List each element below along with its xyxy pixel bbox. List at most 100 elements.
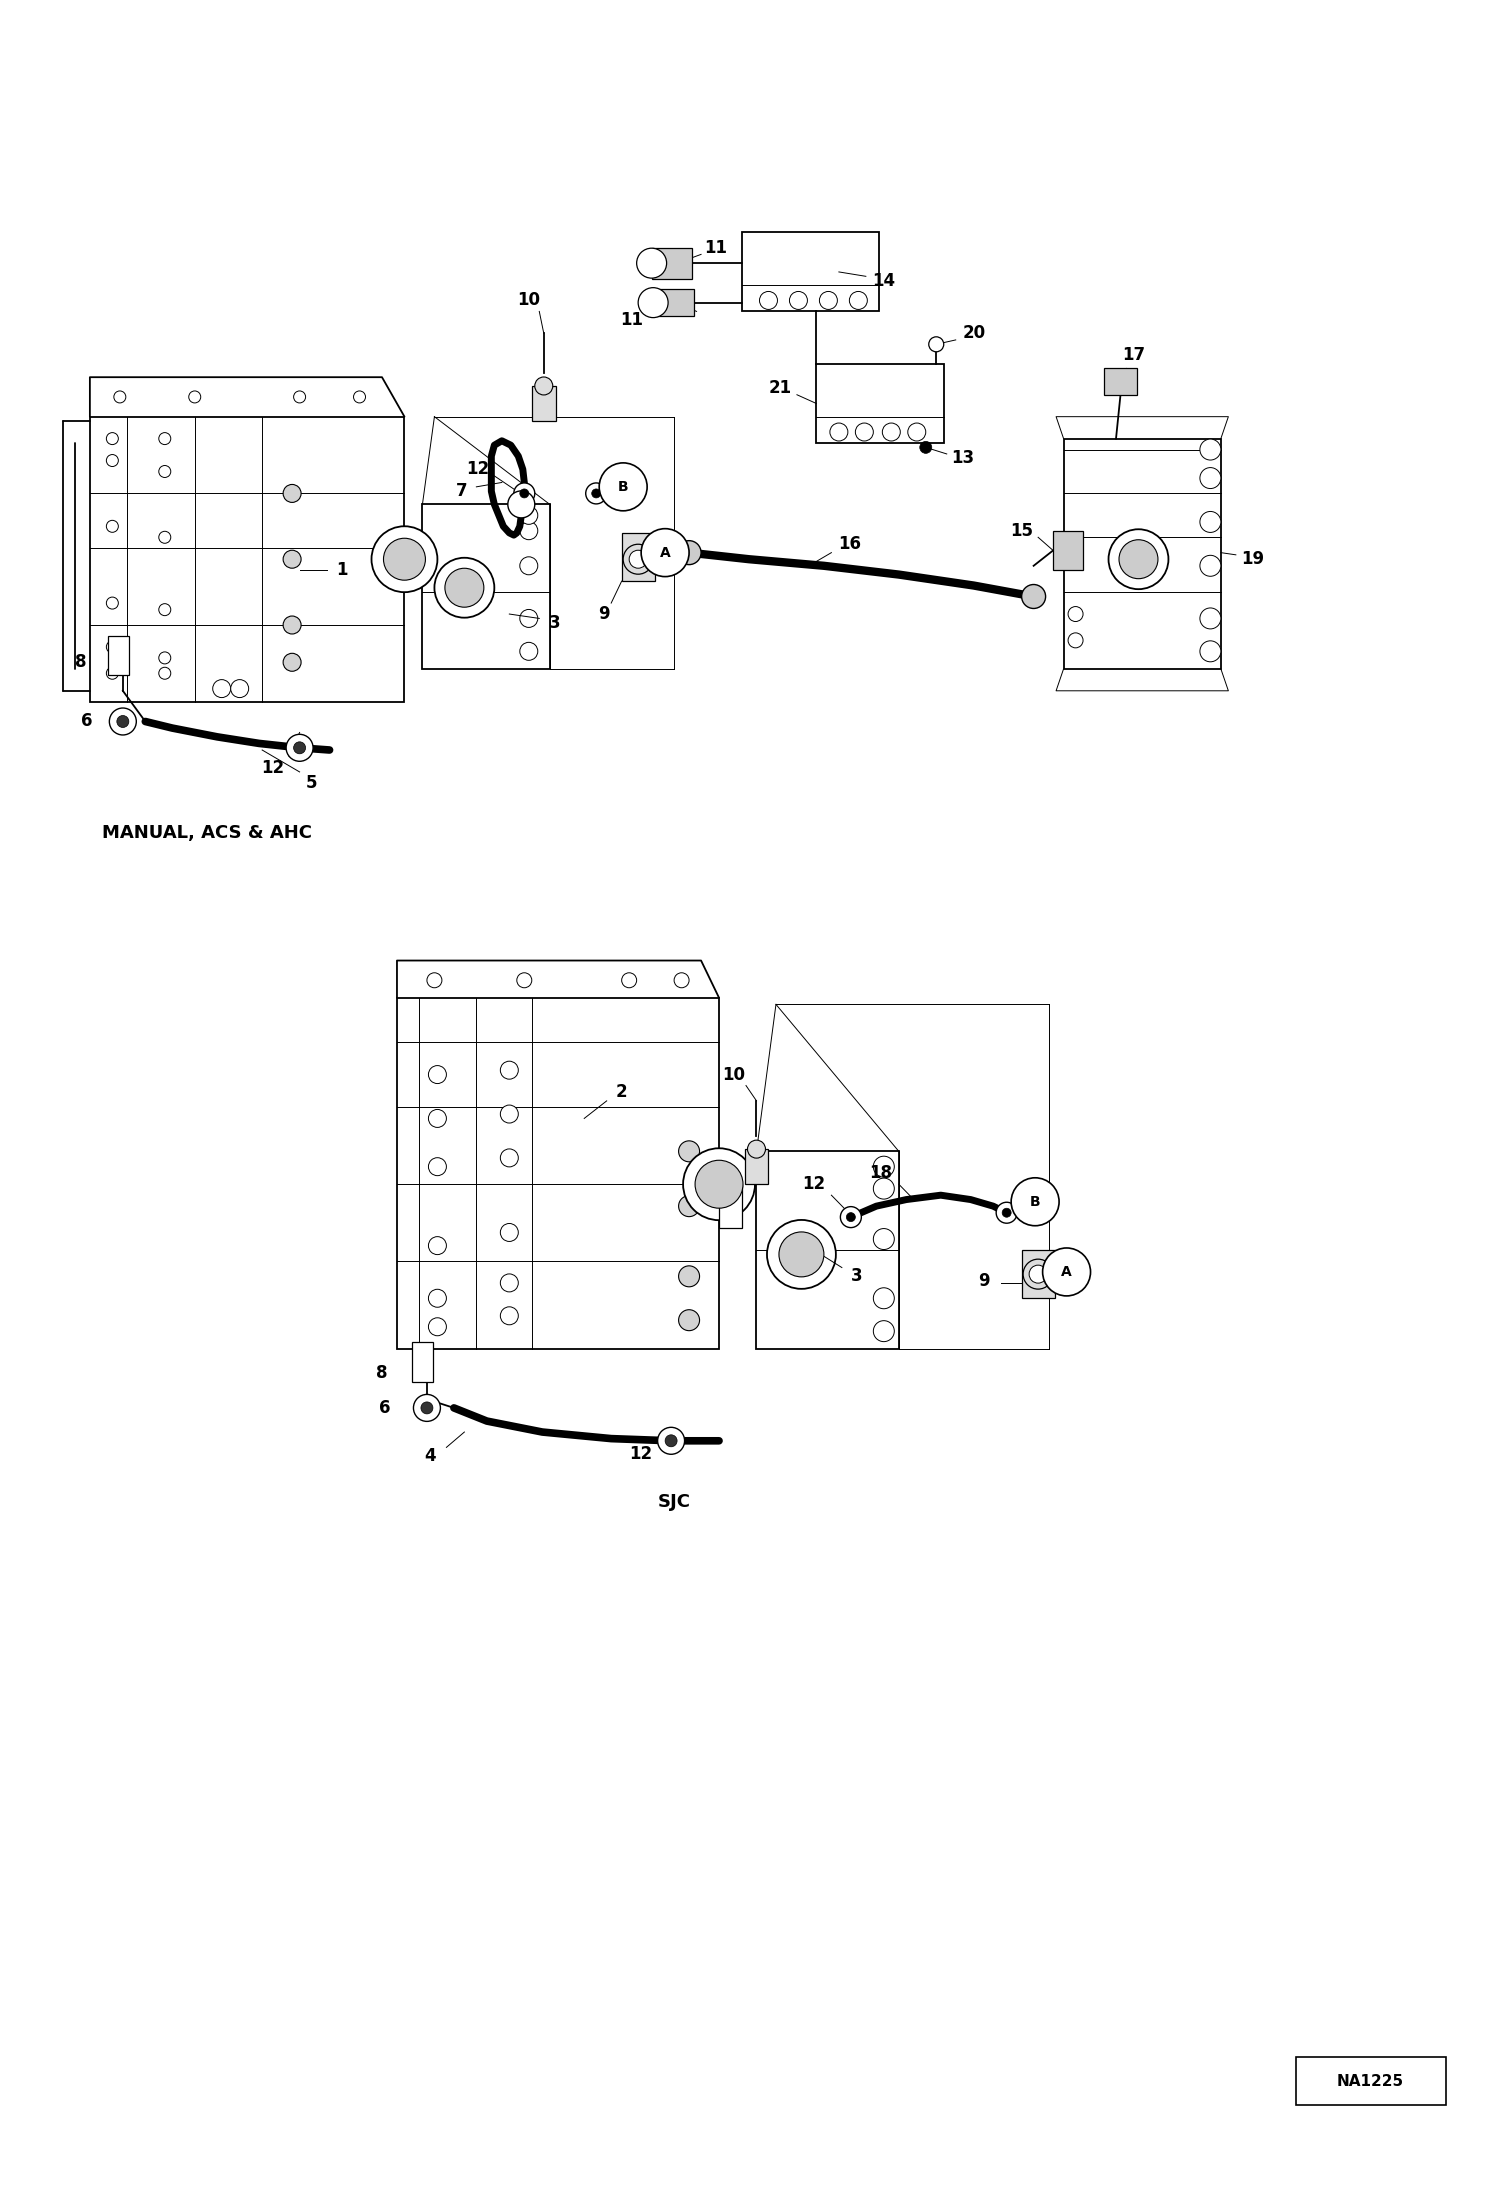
Circle shape [819,292,837,309]
Bar [532,386,556,421]
Bar [1053,531,1083,570]
Text: 17: 17 [1122,346,1146,364]
Circle shape [283,485,301,502]
Text: B: B [1029,1195,1041,1208]
Circle shape [159,651,171,664]
Circle shape [500,1061,518,1079]
Circle shape [117,715,129,728]
Bar [90,417,404,702]
Text: 6: 6 [81,713,93,730]
Text: 8: 8 [75,654,87,671]
Circle shape [427,974,442,987]
Circle shape [873,1178,894,1200]
Circle shape [1119,539,1158,579]
Circle shape [674,974,689,987]
Circle shape [189,390,201,404]
Circle shape [622,974,637,987]
Circle shape [929,338,944,351]
Circle shape [283,616,301,634]
Circle shape [520,610,538,627]
Circle shape [428,1110,446,1127]
Bar [1022,1250,1055,1298]
Circle shape [679,1195,700,1217]
Circle shape [535,377,553,395]
Circle shape [500,1274,518,1292]
Circle shape [106,454,118,467]
Text: 10: 10 [517,292,541,309]
Circle shape [586,482,607,504]
Circle shape [658,1428,685,1454]
Circle shape [114,390,126,404]
Text: 12: 12 [629,1445,653,1463]
Text: 3: 3 [548,614,560,632]
Circle shape [908,423,926,441]
Circle shape [849,292,867,309]
Text: 11: 11 [620,311,644,329]
Text: 2: 2 [616,1083,628,1101]
Circle shape [759,292,777,309]
Bar [412,1342,433,1382]
Text: 16: 16 [837,535,861,553]
Circle shape [1200,555,1221,577]
Circle shape [592,489,601,498]
Circle shape [920,441,932,454]
Circle shape [520,522,538,539]
Circle shape [434,557,494,618]
Circle shape [873,1320,894,1342]
Circle shape [159,667,171,680]
Text: 9: 9 [598,605,610,623]
Circle shape [286,735,313,761]
Text: 1: 1 [336,561,348,579]
Circle shape [882,423,900,441]
Circle shape [372,526,437,592]
Circle shape [445,568,484,607]
Circle shape [1002,1208,1011,1217]
Circle shape [109,708,136,735]
Circle shape [1068,607,1083,621]
Circle shape [846,1213,855,1222]
Circle shape [428,1066,446,1083]
Circle shape [1109,529,1168,590]
Bar [719,1184,742,1228]
Bar [816,364,944,443]
Circle shape [500,1224,518,1241]
Text: 12: 12 [261,759,285,776]
Circle shape [283,550,301,568]
Circle shape [1200,640,1221,662]
Text: A: A [659,546,671,559]
Bar [108,636,129,675]
Text: 9: 9 [978,1272,990,1289]
Text: MANUAL, ACS & AHC: MANUAL, ACS & AHC [102,825,312,842]
Circle shape [1043,1248,1091,1296]
Circle shape [789,292,807,309]
Text: 20: 20 [962,325,986,342]
Circle shape [520,557,538,575]
Circle shape [159,465,171,478]
Text: 3: 3 [851,1268,863,1285]
Text: NA1225: NA1225 [1338,2075,1404,2088]
Circle shape [1068,634,1083,647]
Text: 12: 12 [801,1175,825,1193]
Circle shape [421,1401,433,1414]
Bar [745,1149,768,1184]
Circle shape [520,643,538,660]
Circle shape [354,390,366,404]
Circle shape [830,423,848,441]
Bar [1296,2057,1446,2105]
Circle shape [1200,511,1221,533]
Bar [1104,368,1137,395]
Circle shape [428,1158,446,1175]
Circle shape [1029,1265,1047,1283]
Text: 6: 6 [379,1399,391,1417]
Circle shape [520,489,529,498]
Bar [422,504,550,669]
Circle shape [413,1395,440,1421]
Circle shape [1023,1259,1053,1289]
Circle shape [1200,439,1221,461]
Circle shape [873,1156,894,1178]
Circle shape [106,640,118,654]
Text: SJC: SJC [658,1493,691,1511]
Text: B: B [617,480,629,493]
Circle shape [231,680,249,697]
Circle shape [106,596,118,610]
